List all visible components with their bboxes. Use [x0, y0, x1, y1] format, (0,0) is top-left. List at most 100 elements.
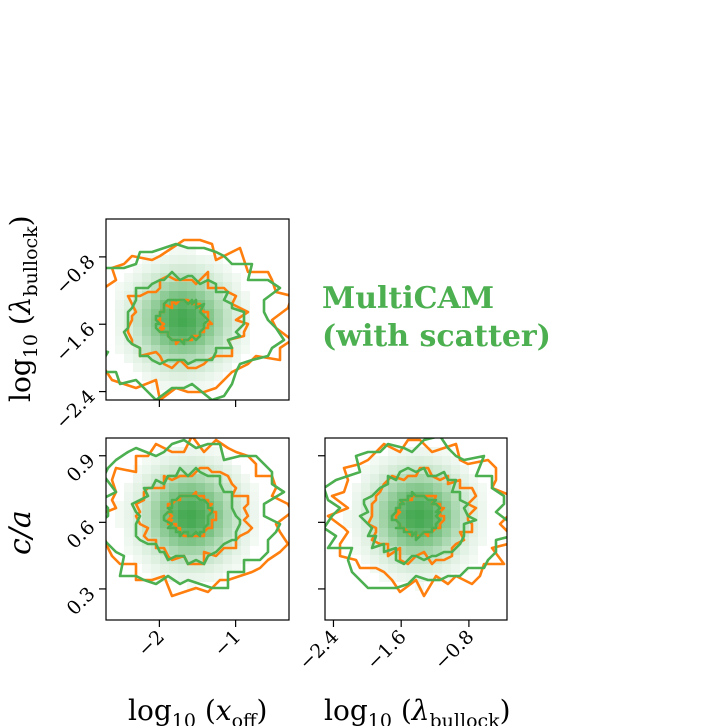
histogram-cell	[379, 465, 388, 474]
plot-area	[106, 238, 289, 400]
histogram-cell	[442, 465, 451, 474]
histogram-cell	[361, 483, 370, 492]
histogram-cell	[169, 282, 178, 291]
histogram-cell	[232, 318, 241, 327]
histogram-cell	[361, 537, 370, 546]
histogram-cell	[214, 564, 223, 573]
histogram-cell	[151, 345, 160, 354]
histogram-cell	[223, 327, 232, 336]
histogram-cell	[370, 510, 379, 519]
panel-lambda_vs_xoff: −0.8 −1.6 −2.4	[51, 218, 290, 434]
histogram-cell	[151, 519, 160, 528]
histogram-cell	[232, 282, 241, 291]
histogram-cell	[169, 537, 178, 546]
histogram-cell	[187, 537, 196, 546]
histogram-cell	[214, 372, 223, 381]
histogram-cell	[205, 546, 214, 555]
histogram-cell	[196, 372, 205, 381]
histogram-cell	[169, 501, 178, 510]
contour-orange-level-3	[106, 438, 289, 598]
histogram-cell	[214, 264, 223, 273]
plot-area	[325, 438, 507, 598]
histogram-cell	[214, 447, 223, 456]
histogram-cell	[232, 501, 241, 510]
histogram-cell	[451, 501, 460, 510]
histogram-cell	[370, 483, 379, 492]
histogram-cell	[142, 264, 151, 273]
histogram-cell	[478, 519, 487, 528]
histogram-cell	[241, 537, 250, 546]
histogram-cell	[196, 363, 205, 372]
x-tick-label: −1.6	[363, 626, 411, 674]
histogram-cell	[196, 336, 205, 345]
histogram-cell	[241, 474, 250, 483]
histogram-cell	[142, 555, 151, 564]
histogram-cell	[187, 519, 196, 528]
histogram-cell	[187, 318, 196, 327]
histogram-cell	[160, 537, 169, 546]
histogram-cell	[115, 282, 124, 291]
histogram-cell	[160, 381, 169, 390]
histogram-cell	[469, 528, 478, 537]
histogram-cell	[232, 300, 241, 309]
contour-green-level-2	[122, 270, 246, 366]
histogram-cell	[406, 510, 415, 519]
histogram-cell	[478, 492, 487, 501]
histogram-cell	[169, 456, 178, 465]
histogram-cell	[187, 465, 196, 474]
histogram-cell	[196, 447, 205, 456]
histogram-cell	[169, 264, 178, 273]
histogram-cell	[214, 282, 223, 291]
histogram-cell	[388, 555, 397, 564]
histogram-cell	[205, 363, 214, 372]
histogram-cell	[451, 492, 460, 501]
histogram-cell	[250, 501, 259, 510]
histogram-cell	[133, 537, 142, 546]
histogram-cell	[178, 474, 187, 483]
histogram-cell	[232, 345, 241, 354]
histogram-cell	[178, 282, 187, 291]
histogram-cell	[451, 474, 460, 483]
histogram-cell	[160, 354, 169, 363]
histogram-cell	[124, 483, 133, 492]
histogram-cell	[379, 456, 388, 465]
histogram-cell	[169, 246, 178, 255]
histogram-cell	[361, 465, 370, 474]
histogram-cell	[115, 327, 124, 336]
histogram-cell	[178, 309, 187, 318]
histogram-cell	[415, 510, 424, 519]
histogram-cell	[178, 519, 187, 528]
histogram-cell	[370, 555, 379, 564]
histogram-cell	[187, 264, 196, 273]
histogram-cell	[223, 501, 232, 510]
histogram-cell	[388, 456, 397, 465]
histogram-cell	[187, 474, 196, 483]
histogram-cell	[388, 483, 397, 492]
histogram-cell	[223, 273, 232, 282]
histogram-cell	[178, 546, 187, 555]
histogram-cell	[451, 528, 460, 537]
histogram-cell	[460, 501, 469, 510]
contour-green-level-2	[358, 466, 478, 566]
histogram-cell	[424, 510, 433, 519]
histogram-cell	[151, 456, 160, 465]
histogram-cell	[205, 345, 214, 354]
histogram-cell	[352, 492, 361, 501]
histogram-cell	[187, 456, 196, 465]
histogram-cell	[151, 336, 160, 345]
contour-orange-level-2	[134, 466, 254, 566]
histogram-cell	[205, 309, 214, 318]
histogram-cell	[241, 336, 250, 345]
histogram-cell	[397, 456, 406, 465]
x-tick-label: −0.8	[430, 626, 478, 674]
histogram-cell	[169, 300, 178, 309]
histogram-cell	[124, 345, 133, 354]
histogram-cell	[205, 282, 214, 291]
histogram-cell	[151, 465, 160, 474]
histogram-cell	[115, 318, 124, 327]
histogram-cell	[178, 573, 187, 582]
histogram-cell	[160, 564, 169, 573]
histogram-cell	[379, 492, 388, 501]
histogram-cell	[223, 282, 232, 291]
